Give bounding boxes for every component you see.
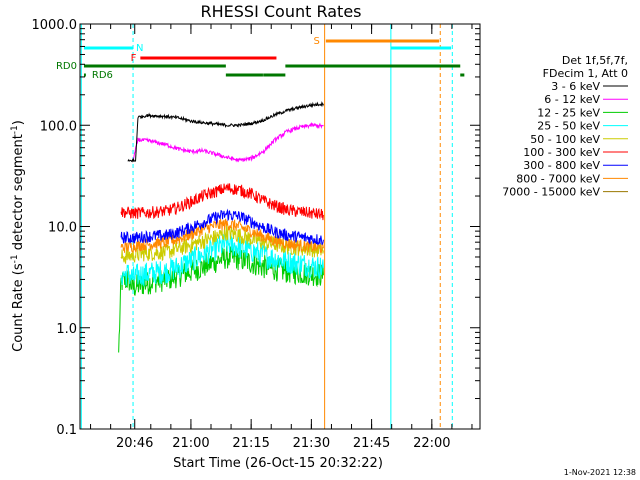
series-line-4 — [120, 225, 324, 264]
y-axis-label: Count Rate (s-1 detector segment-1) — [10, 120, 26, 352]
legend-label-7: 800 - 7000 keV — [516, 172, 600, 185]
legend: Det 1f,5f,7f, FDecim 1, Att 0 3 - 6 keV6… — [502, 54, 628, 199]
x-tick-label-1: 21:00 — [172, 436, 209, 451]
flag-label-rd6: RD6 — [92, 70, 113, 81]
series-line-7 — [120, 218, 324, 253]
x-tick-label-3: 21:30 — [293, 436, 330, 451]
legend-label-0: 3 - 6 keV — [551, 80, 600, 93]
x-tick-label-4: 21:45 — [353, 436, 390, 451]
series-line-5 — [120, 183, 324, 221]
series-line-3 — [120, 231, 324, 287]
legend-label-5: 100 - 300 keV — [523, 146, 600, 159]
legend-label-1: 6 - 12 keV — [544, 93, 600, 106]
x-axis-label: Start Time (26-Oct-15 20:32:22) — [173, 456, 383, 471]
legend-header-line-1: Det 1f,5f,7f, — [562, 54, 628, 67]
chart-title: RHESSI Count Rates — [201, 2, 362, 21]
plot-area: NF S RD0 RD6 — [56, 24, 465, 429]
series-line-0 — [127, 101, 324, 163]
series-group — [118, 101, 324, 353]
legend-label-2: 12 - 25 keV — [537, 106, 600, 119]
series-line-6 — [120, 208, 324, 246]
flag-label-n: N — [136, 43, 143, 54]
flag-label-rd0: RD0 — [56, 61, 77, 72]
y-tick-label-3: 100.0 — [40, 119, 77, 134]
series-line-2 — [118, 245, 324, 353]
footer-timestamp: 1-Nov-2021 12:38 — [564, 468, 636, 477]
plot-frame — [79, 23, 481, 430]
y-tick-label-0: 0.1 — [56, 423, 77, 438]
flag-label-f: F — [131, 53, 137, 64]
legend-label-3: 25 - 50 keV — [537, 120, 600, 133]
flag-label-s: S — [313, 36, 319, 47]
x-tick-label-2: 21:15 — [232, 436, 269, 451]
legend-label-4: 50 - 100 keV — [530, 133, 600, 146]
y-tick-label-4: 1000.0 — [32, 18, 78, 33]
y-tick-label-2: 10.0 — [48, 221, 77, 236]
legend-header-line-2: FDecim 1, Att 0 — [543, 67, 628, 80]
legend-label-8: 7000 - 15000 keV — [502, 186, 600, 199]
x-tick-label-5: 22:00 — [413, 436, 450, 451]
y-tick-label-1: 1.0 — [56, 322, 77, 337]
x-tick-label-0: 20:46 — [116, 436, 153, 451]
axes: 0.1 1.0 10.0 100.0 1000.0 20:46 21:00 21:15 21:3… — [32, 18, 480, 451]
legend-label-6: 300 - 800 keV — [523, 159, 600, 172]
series-line-1 — [132, 122, 324, 163]
